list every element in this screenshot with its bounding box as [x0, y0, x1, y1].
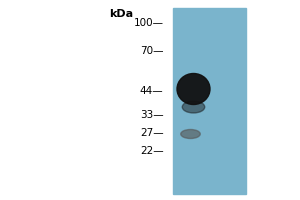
Text: 44—: 44—	[140, 86, 164, 96]
Bar	[172, 8, 246, 194]
Text: 33—: 33—	[140, 110, 164, 120]
Ellipse shape	[182, 101, 205, 113]
Ellipse shape	[177, 74, 210, 105]
Text: 22—: 22—	[140, 146, 164, 156]
Text: kDa: kDa	[110, 9, 134, 19]
Ellipse shape	[181, 130, 200, 139]
Text: 70—: 70—	[140, 46, 164, 56]
Text: 27—: 27—	[140, 128, 164, 138]
Text: 100—: 100—	[134, 18, 164, 28]
